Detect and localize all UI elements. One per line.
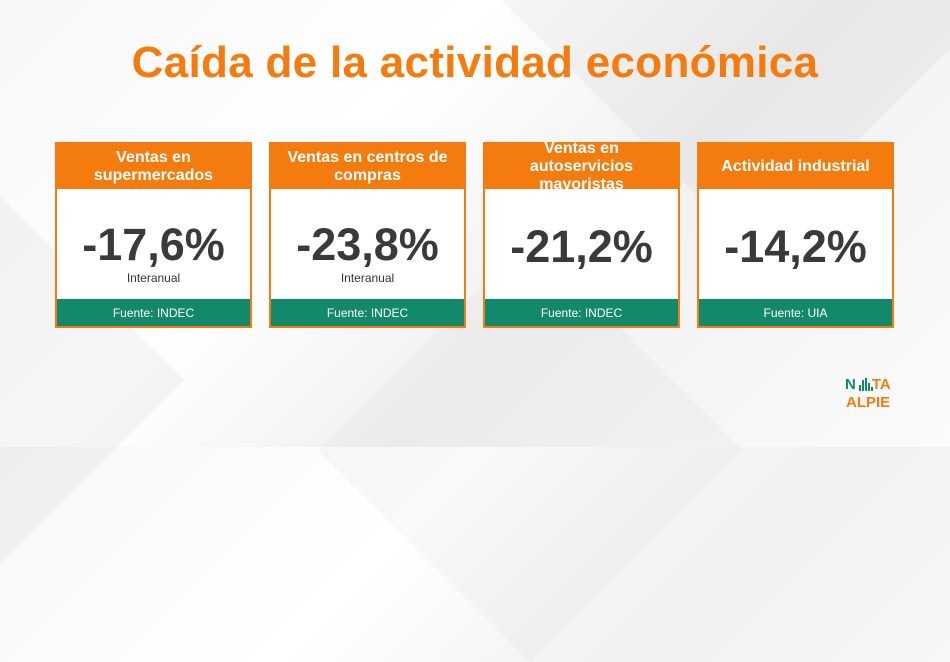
logo-text: N	[845, 376, 856, 393]
stat-card-autoservicios: Ventas en autoservicios mayoristas -21,2…	[483, 140, 680, 328]
card-note: Interanual	[340, 271, 395, 285]
stat-card-actividad-industrial: Actividad industrial -14,2% Fuente: UIA	[697, 142, 894, 328]
card-source: Fuente: INDEC	[485, 299, 678, 326]
stat-card-centros-compras: Ventas en centros de compras -23,8% Inte…	[269, 142, 466, 328]
card-header: Ventas en supermercados	[57, 144, 250, 189]
stat-card-supermercados: Ventas en supermercados -17,6% Interanua…	[55, 142, 252, 328]
card-header: Ventas en centros de compras	[271, 144, 464, 189]
card-note: Interanual	[126, 271, 181, 285]
logo-text: TA	[871, 376, 891, 393]
card-source: Fuente: UIA	[699, 299, 892, 326]
card-source: Fuente: INDEC	[57, 299, 250, 326]
card-value: -17,6%	[82, 219, 225, 270]
card-header: Ventas en autoservicios mayoristas	[485, 140, 678, 193]
card-value: -14,2%	[724, 221, 867, 272]
logo-text: ALPIE	[846, 394, 891, 411]
card-value: -23,8%	[296, 219, 439, 270]
card-value: -21,2%	[510, 221, 653, 272]
page-title: Caída de la actividad económica	[131, 38, 819, 87]
card-header: Actividad industrial	[699, 144, 892, 189]
nota-al-pie-logo: N TA ALPIE	[843, 375, 901, 413]
card-source: Fuente: INDEC	[271, 299, 464, 326]
audio-bars-icon	[859, 378, 873, 391]
